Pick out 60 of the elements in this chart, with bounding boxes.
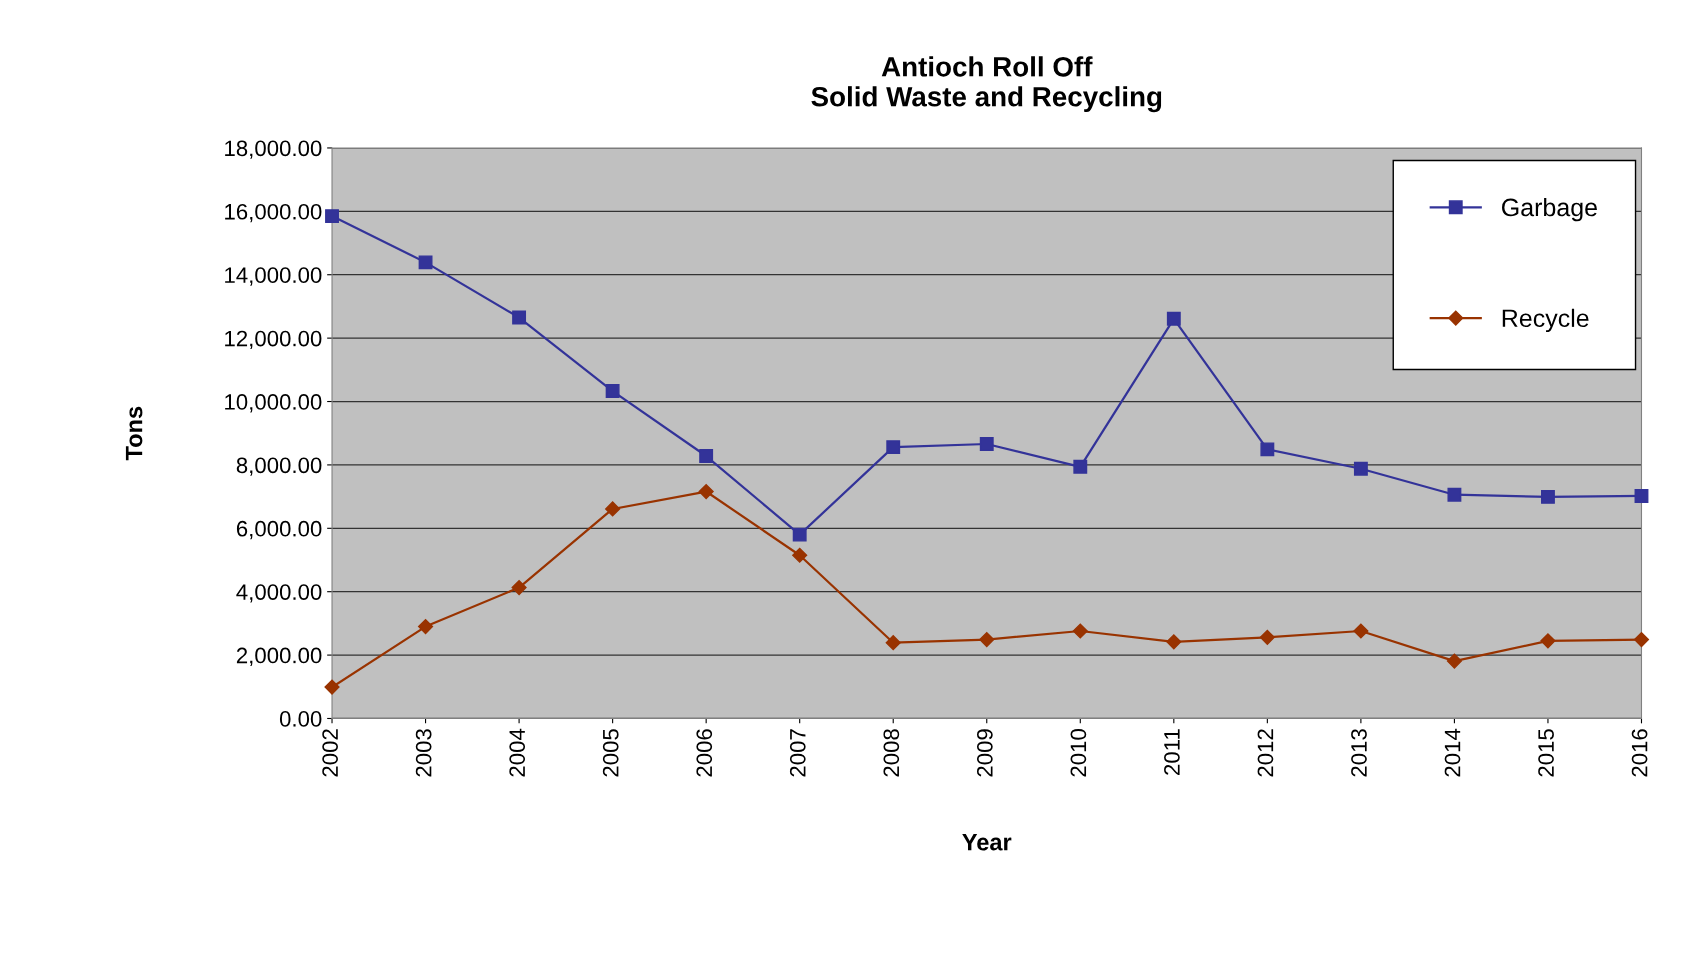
point [605, 501, 621, 517]
x-tick-label: 2008 [883, 729, 900, 777]
point [792, 527, 807, 542]
y-tick-label: 18,000.00 [225, 140, 322, 159]
x-tick-label: 2011 [1164, 729, 1180, 775]
point [511, 580, 527, 596]
chart-title: Antioch Roll Off Solid Waste and Recycling [811, 56, 1162, 113]
point [979, 631, 995, 648]
x-axis-title: Year [962, 834, 1012, 851]
point [418, 255, 433, 270]
point [1447, 487, 1462, 502]
legend-label: Recycle [1502, 308, 1589, 333]
point [979, 437, 994, 451]
point [1072, 623, 1088, 639]
point [1540, 633, 1556, 649]
point [1259, 629, 1275, 645]
x-tick-label: 2009 [976, 729, 993, 777]
y-tick-label: 12,000.00 [225, 330, 322, 350]
point [324, 679, 340, 695]
x-tick-label: 2010 [1070, 729, 1087, 777]
x-tick-label: 2014 [1444, 728, 1461, 777]
point [792, 547, 808, 563]
y-tick-label: 10,000.00 [225, 394, 322, 413]
y-tick-label: 14,000.00 [225, 267, 322, 286]
point [1353, 461, 1368, 476]
x-tick-label: 2005 [602, 729, 619, 777]
y-tick-label: 2,000.00 [236, 647, 322, 666]
point [1073, 459, 1088, 474]
x-tick-label: 2003 [415, 729, 432, 777]
point [1541, 489, 1555, 504]
point [512, 310, 527, 325]
x-tick-label: 2006 [696, 729, 713, 777]
x-tick-label: 2007 [789, 729, 806, 777]
y-tick-label: 8,000.00 [236, 457, 322, 476]
x-tick-label: 2002 [322, 729, 338, 777]
x-tick-label: 2012 [1257, 729, 1274, 777]
point [605, 384, 620, 399]
y-tick-label: 16,000.00 [225, 203, 322, 223]
point [1634, 489, 1649, 503]
point [1353, 623, 1369, 639]
point [1166, 311, 1181, 326]
x-tick-label: 2016 [1631, 729, 1648, 777]
point [1633, 631, 1650, 648]
point [1260, 442, 1275, 457]
y-tick-label: 4,000.00 [236, 584, 322, 603]
point [886, 440, 901, 455]
x-tick-label: 2004 [509, 728, 526, 777]
point [1446, 653, 1462, 669]
x-tick-label: 2013 [1351, 729, 1367, 777]
point [698, 483, 714, 500]
x-tick-label: 2015 [1538, 729, 1554, 777]
y-tick-label: 0.00 [279, 711, 322, 727]
y-axis-title: Tons [125, 406, 143, 461]
point [1166, 634, 1182, 650]
point [699, 449, 714, 463]
y-tick-label: 6,000.00 [236, 520, 322, 540]
point [417, 618, 434, 635]
point [885, 635, 901, 651]
point [325, 209, 339, 224]
legend-label: Garbage [1502, 197, 1597, 222]
